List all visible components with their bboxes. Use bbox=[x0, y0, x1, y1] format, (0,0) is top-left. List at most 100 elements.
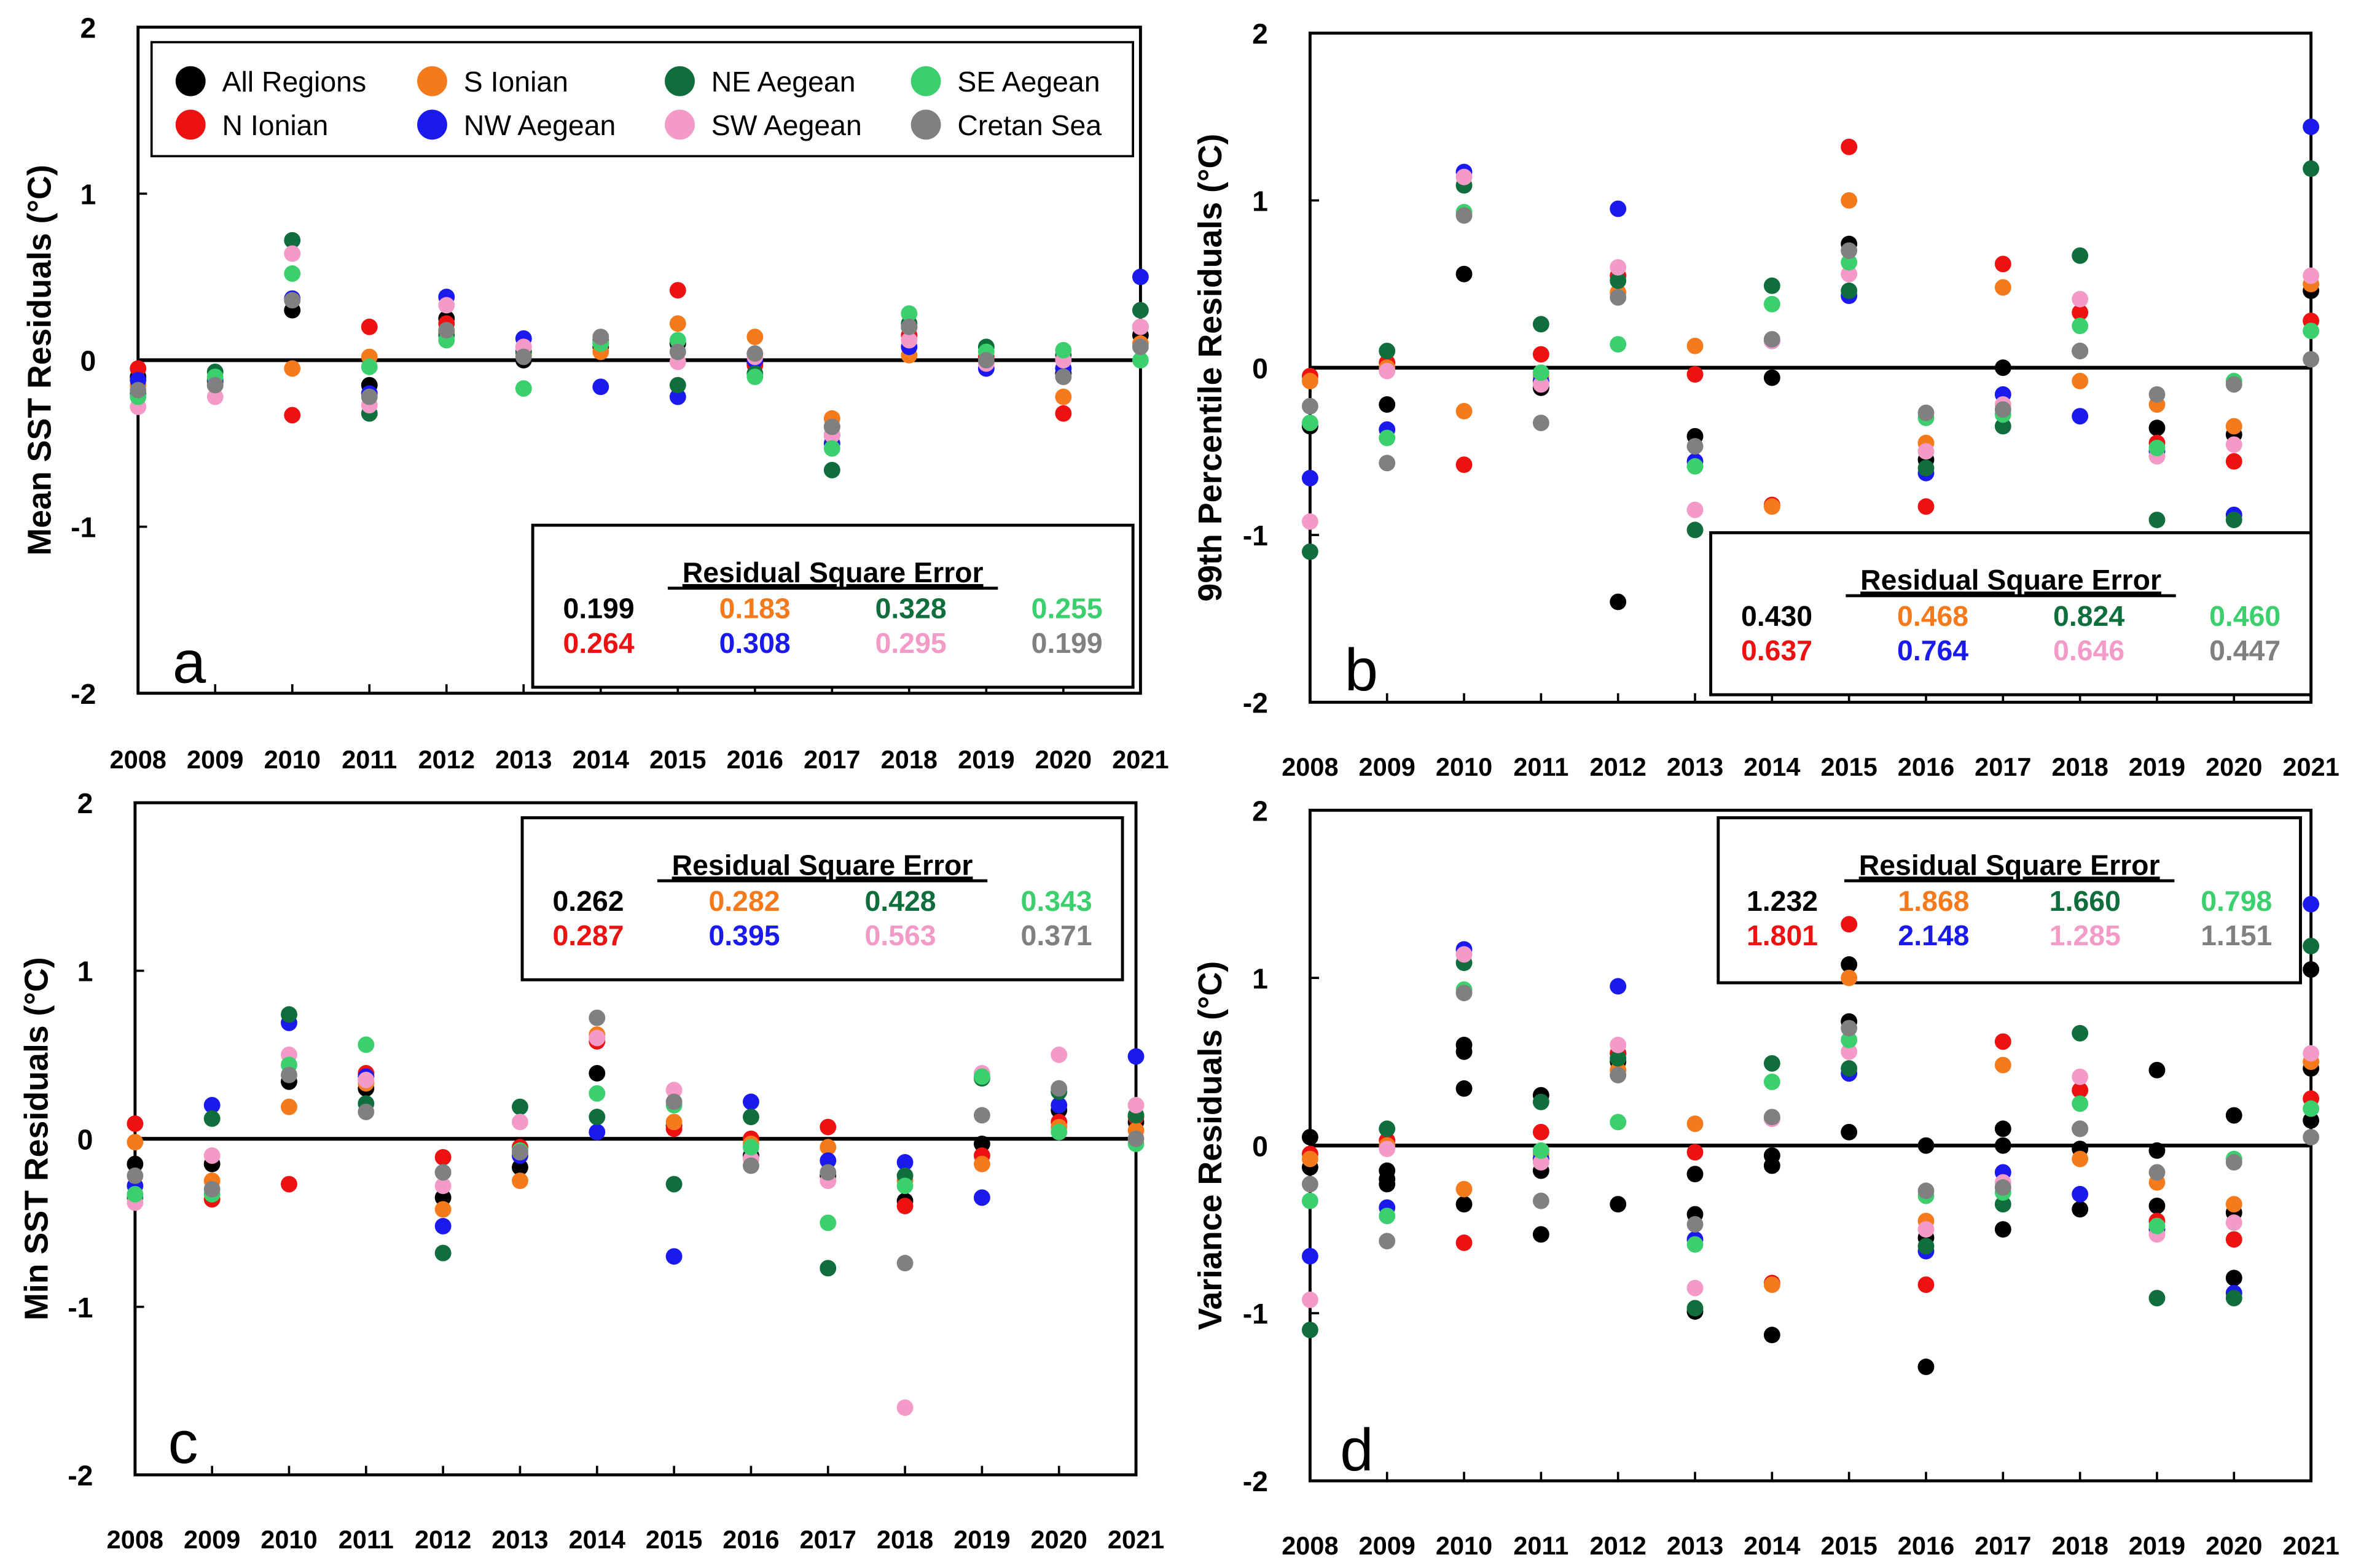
data-point bbox=[2303, 1045, 2320, 1062]
y-tick-label: -2 bbox=[1243, 687, 1268, 719]
panel-letter: d bbox=[1340, 1416, 1373, 1483]
rse-box-frame bbox=[1717, 816, 2302, 985]
x-tick-label: 2014 bbox=[573, 745, 629, 774]
rse-value-ne-aegean: 0.824 bbox=[2053, 600, 2124, 632]
data-point bbox=[515, 348, 532, 365]
rse-title: Residual Square Error bbox=[1859, 849, 2160, 881]
x-tick-label: 2010 bbox=[264, 745, 321, 774]
data-point bbox=[1301, 1291, 1318, 1308]
data-point bbox=[896, 1154, 914, 1171]
x-tick-label: 2010 bbox=[1436, 752, 1492, 781]
data-point bbox=[973, 1068, 990, 1085]
data-point bbox=[1841, 956, 1858, 973]
data-point bbox=[2148, 386, 2166, 403]
x-tick-label: 2008 bbox=[107, 1525, 163, 1554]
rse-title: Residual Square Error bbox=[672, 849, 973, 881]
data-point bbox=[1301, 1192, 1318, 1209]
series-ne-aegean bbox=[1301, 937, 2320, 1338]
data-point bbox=[1763, 1276, 1780, 1293]
data-point bbox=[896, 1399, 914, 1416]
data-point bbox=[1841, 1020, 1858, 1037]
data-point bbox=[284, 360, 301, 377]
rse-value-sw-aegean: 0.563 bbox=[865, 919, 936, 951]
x-tick-label: 2018 bbox=[877, 1525, 933, 1554]
data-point bbox=[973, 1189, 990, 1206]
rse-box-frame bbox=[1709, 531, 2313, 696]
data-point bbox=[2225, 1154, 2242, 1171]
data-point bbox=[1379, 396, 1396, 413]
rse-title: Residual Square Error bbox=[683, 556, 984, 588]
rse-value-all-regions: 1.232 bbox=[1747, 885, 1818, 917]
data-point bbox=[1841, 254, 1858, 271]
legend-label: N Ionian bbox=[222, 109, 329, 141]
y-axis-label: Mean SST Residuals (°C) bbox=[22, 165, 58, 555]
data-point bbox=[1379, 1120, 1396, 1137]
y-tick-label: 0 bbox=[1252, 1130, 1268, 1162]
series-cretan-sea bbox=[1301, 985, 2320, 1250]
x-tick-label: 2013 bbox=[495, 745, 552, 774]
rse-value-all-regions: 0.262 bbox=[552, 885, 624, 917]
legend: All Regions N Ionian S Ionian NW Aegean NE A… bbox=[150, 41, 1134, 158]
series-cretan-sea bbox=[127, 1009, 1145, 1272]
y-tick-label: -2 bbox=[1243, 1465, 1268, 1497]
data-point bbox=[1994, 1056, 2011, 1074]
data-point bbox=[2303, 895, 2320, 913]
data-point bbox=[973, 1107, 990, 1124]
x-tick-label: 2012 bbox=[418, 745, 475, 774]
data-point bbox=[1686, 1166, 1704, 1183]
data-point bbox=[2148, 1142, 2166, 1159]
x-tick-label: 2020 bbox=[1031, 1525, 1087, 1554]
panel-letter: b bbox=[1345, 636, 1378, 703]
legend-marker bbox=[417, 66, 447, 96]
data-point bbox=[2072, 1095, 2089, 1112]
data-point bbox=[284, 232, 301, 249]
data-point bbox=[1686, 1144, 1704, 1161]
data-point bbox=[2303, 119, 2320, 135]
data-point bbox=[592, 378, 609, 396]
panel-letter: a bbox=[173, 629, 206, 696]
rse-value-sw-aegean: 0.646 bbox=[2053, 634, 2124, 666]
data-point bbox=[1994, 401, 2011, 418]
data-point bbox=[2072, 1185, 2089, 1203]
rse-value-ne-aegean: 0.428 bbox=[865, 885, 936, 917]
rse-value-n-ionian: 1.801 bbox=[1747, 919, 1818, 951]
data-point bbox=[1532, 364, 1549, 381]
data-point bbox=[434, 1244, 452, 1262]
x-tick-label: 2017 bbox=[804, 745, 860, 774]
rse-box-frame bbox=[520, 816, 1124, 981]
data-point bbox=[1127, 1097, 1145, 1114]
rse-box-frame bbox=[531, 523, 1135, 689]
data-point bbox=[2303, 160, 2320, 177]
data-point bbox=[1994, 1179, 2011, 1196]
data-point bbox=[127, 1115, 144, 1132]
data-point bbox=[1994, 359, 2011, 376]
x-tick-label: 2021 bbox=[1108, 1525, 1164, 1554]
x-tick-label: 2015 bbox=[1820, 752, 1877, 781]
data-point bbox=[977, 352, 995, 369]
data-point bbox=[1301, 1247, 1318, 1265]
data-point bbox=[1917, 1137, 1935, 1154]
data-point bbox=[127, 1167, 144, 1184]
data-point bbox=[1132, 302, 1149, 319]
data-point bbox=[1841, 916, 1858, 933]
data-point bbox=[2225, 418, 2242, 435]
data-point bbox=[130, 381, 147, 399]
x-tick-label: 2018 bbox=[2051, 752, 2108, 781]
x-tick-label: 2020 bbox=[2206, 752, 2262, 781]
data-point bbox=[1455, 1080, 1473, 1097]
data-point bbox=[1763, 1109, 1780, 1126]
rse-value-cretan-sea: 0.199 bbox=[1032, 627, 1103, 659]
data-point bbox=[1994, 279, 2011, 296]
legend-marker bbox=[417, 109, 447, 140]
data-point bbox=[823, 461, 840, 478]
data-point bbox=[203, 1097, 221, 1114]
data-point bbox=[361, 318, 378, 335]
data-point bbox=[1455, 1180, 1473, 1198]
x-tick-label: 2008 bbox=[110, 745, 166, 774]
data-point bbox=[1917, 1359, 1935, 1375]
data-point bbox=[1532, 1123, 1549, 1141]
data-point bbox=[2225, 436, 2242, 453]
data-point bbox=[665, 1176, 683, 1193]
data-point bbox=[1686, 337, 1704, 354]
data-point bbox=[669, 315, 686, 332]
